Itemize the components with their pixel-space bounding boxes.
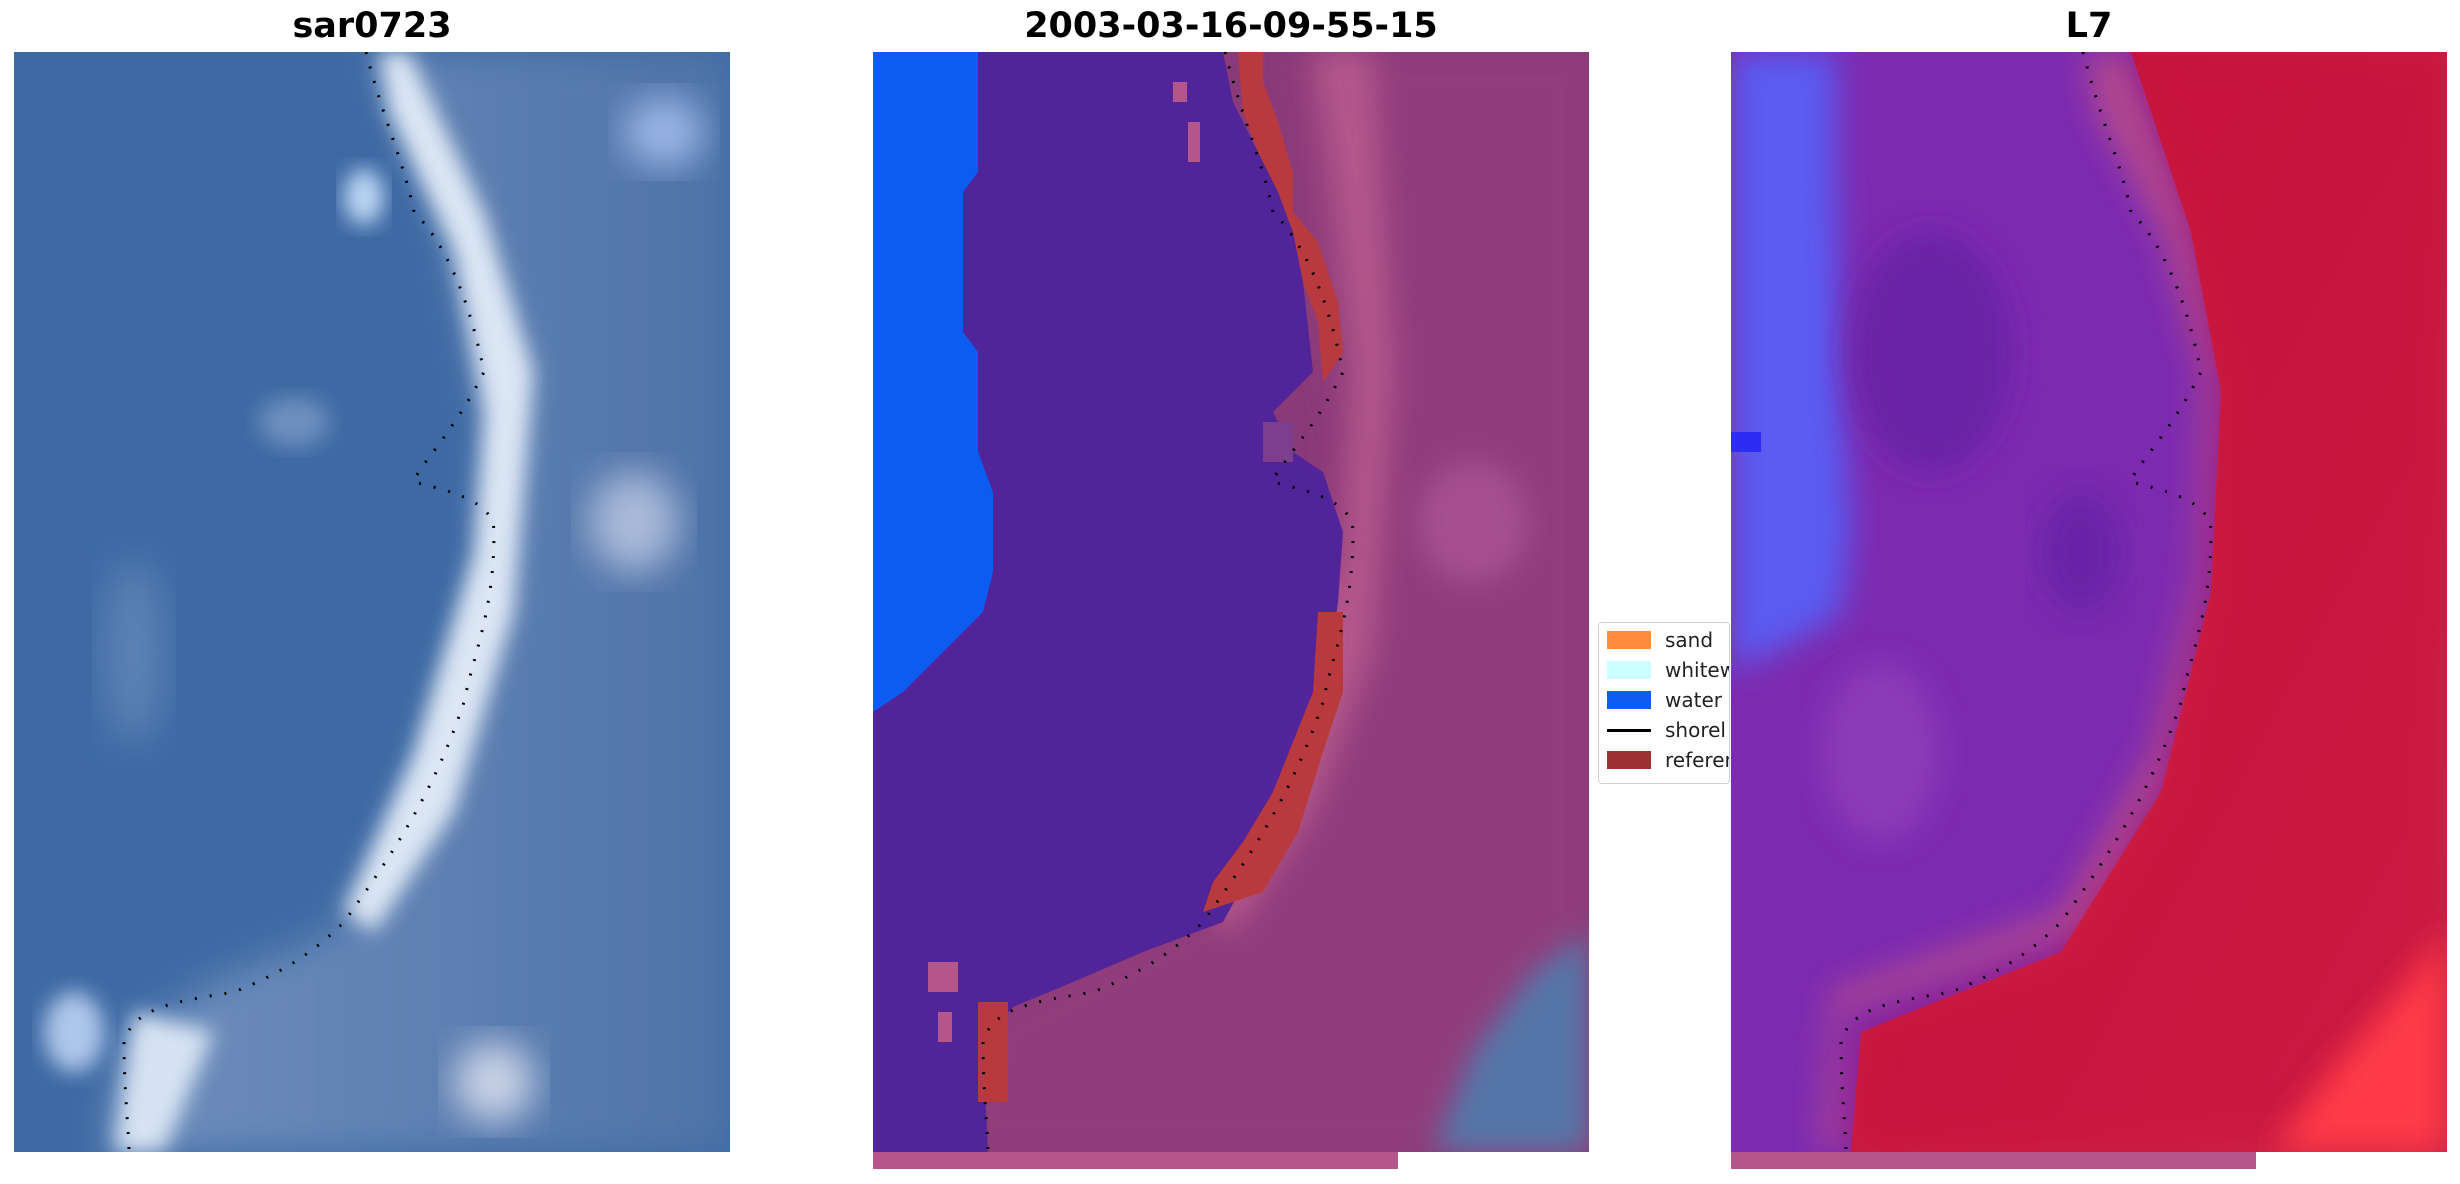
rgb-image [14,52,730,1152]
center-panel-title: 2003-03-16-09-55-15 [1024,6,1438,46]
rgb-image-panel [14,52,730,1152]
shoreline-line-swatch [1607,728,1651,732]
classification-panel [873,52,1589,1152]
right-panel-title: L7 [2065,6,2113,46]
whitewater-swatch [1607,661,1651,679]
legend-item-shoreline: shorel [1607,717,1726,743]
left-panel-title: sar0723 [292,6,452,46]
legend: sand whitew water shorel referen [1598,622,1730,784]
legend-item-sand: sand [1607,627,1713,653]
legend-label-sand: sand [1665,628,1714,652]
reference-swatch [1607,751,1651,769]
classification-image [873,52,1589,1152]
legend-label-water: water [1665,688,1722,712]
sand-swatch [1607,631,1651,649]
legend-label-whitewater: whitew [1665,658,1730,682]
index-bottom-strip [1731,1152,2256,1169]
legend-label-shoreline: shorel [1665,718,1726,742]
legend-item-whitewater: whitew [1607,657,1730,683]
legend-item-water: water [1607,687,1722,713]
classification-bottom-strip [873,1152,1398,1169]
legend-label-reference: referen [1665,748,1730,772]
legend-item-reference: referen [1607,747,1730,773]
index-panel [1731,52,2447,1152]
water-swatch [1607,691,1651,709]
index-image [1731,52,2447,1152]
